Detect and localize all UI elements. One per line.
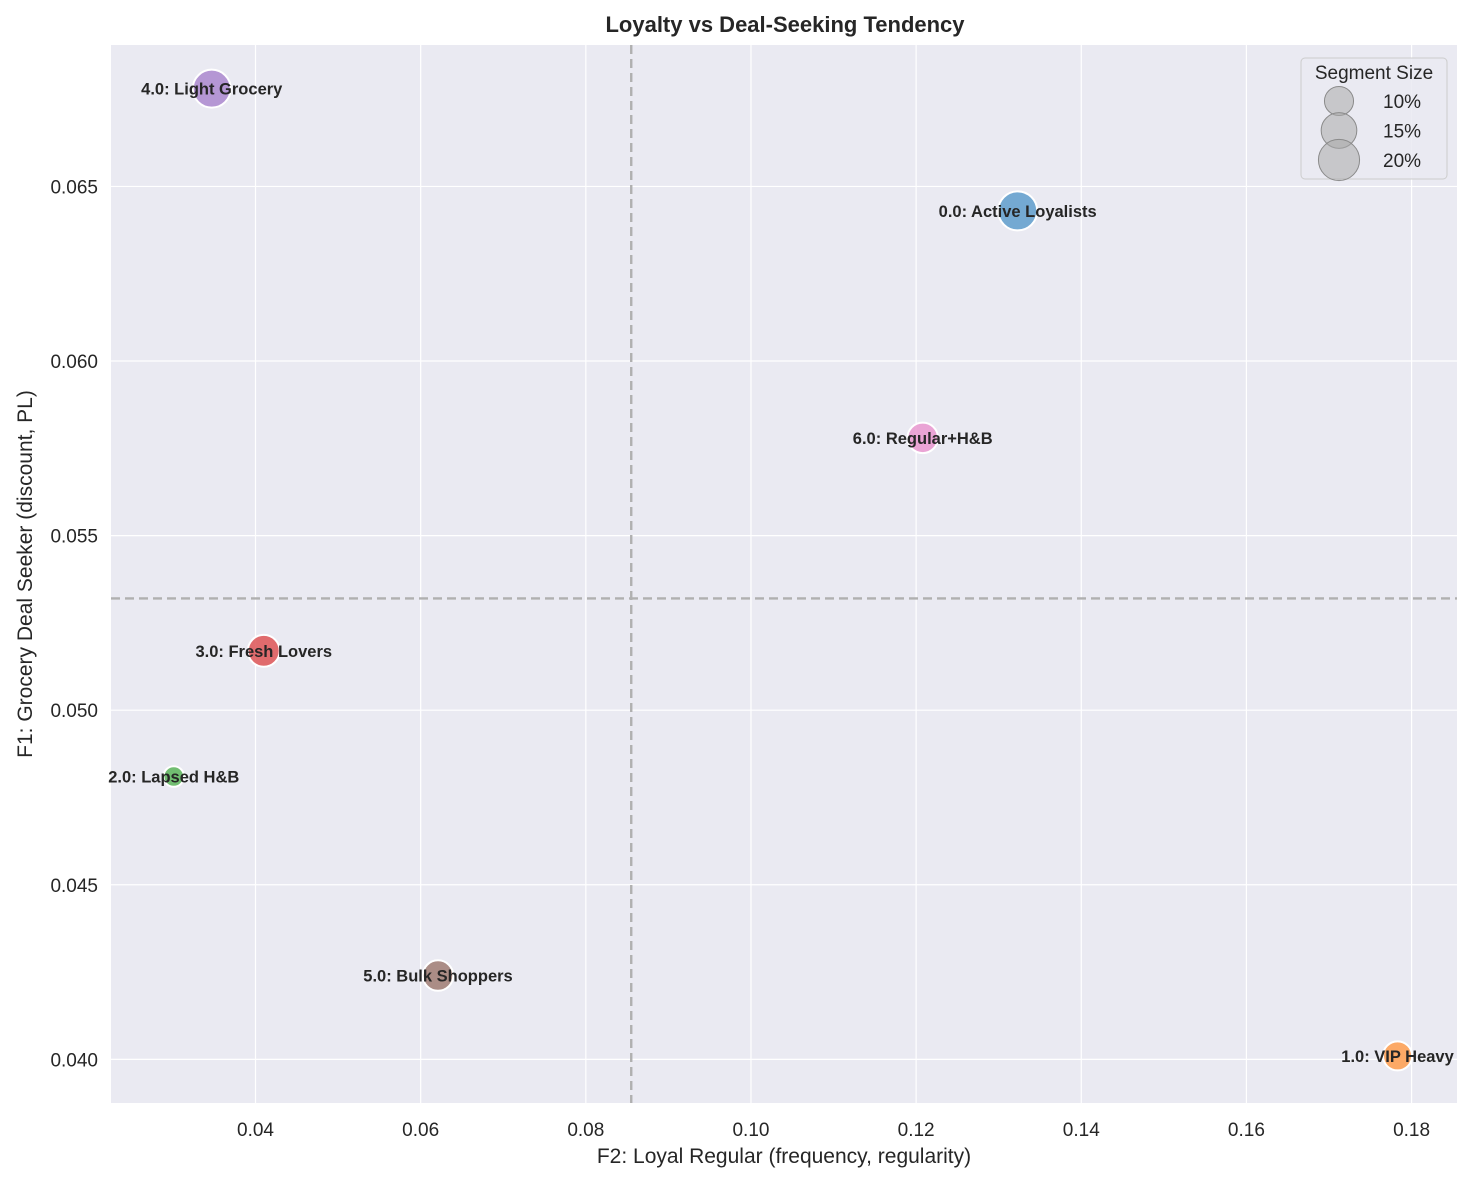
y-axis-label: F1: Grocery Deal Seeker (discount, PL) xyxy=(14,390,37,758)
plot-area xyxy=(111,45,1457,1103)
point-label: 4.0: Light Grocery xyxy=(141,81,283,99)
y-tick-label: 0.060 xyxy=(50,352,98,373)
x-tick-label: 0.06 xyxy=(402,1120,439,1141)
x-axis-label: F2: Loyal Regular (frequency, regularity… xyxy=(597,1145,971,1168)
point-label: 0.0: Active Loyalists xyxy=(939,203,1097,221)
data-point xyxy=(191,68,232,109)
data-point xyxy=(906,421,939,455)
y-tick-label: 0.055 xyxy=(50,527,98,548)
x-tick-label: 0.16 xyxy=(1228,1120,1265,1141)
y-tick-label: 0.050 xyxy=(50,701,98,722)
legend-entry-label: 20% xyxy=(1383,151,1421,172)
reference-lines xyxy=(111,45,1457,1103)
chart-title: Loyalty vs Deal-Seeking Tendency xyxy=(605,12,965,37)
data-point xyxy=(246,633,281,668)
y-tick-labels: 0.040 0.045 0.050 0.055 0.060 0.065 xyxy=(50,177,98,1071)
point-labels: 0.0: Active Loyalists 1.0: VIP Heavy 2.0: … xyxy=(108,81,1454,1066)
legend-entry-label: 10% xyxy=(1383,92,1421,113)
x-tick-label: 0.14 xyxy=(1063,1120,1100,1141)
legend-entries: 10% 15% 20% xyxy=(1317,85,1421,182)
point-label: 1.0: VIP Heavy xyxy=(1341,1048,1454,1066)
data-point xyxy=(421,959,455,992)
legend-title: Segment Size xyxy=(1315,63,1433,84)
point-label: 2.0: Lapsed H&B xyxy=(108,769,239,787)
point-label: 3.0: Fresh Lovers xyxy=(195,643,332,661)
x-tick-label: 0.12 xyxy=(898,1120,935,1141)
data-point xyxy=(997,190,1039,232)
legend-entry-label: 15% xyxy=(1383,122,1421,143)
x-tick-label: 0.10 xyxy=(732,1120,769,1141)
x-tick-labels: 0.04 0.06 0.08 0.10 0.12 0.14 0.16 0.18 xyxy=(237,1120,1430,1141)
x-tick-label: 0.04 xyxy=(237,1120,274,1141)
x-tick-label: 0.18 xyxy=(1393,1120,1430,1141)
point-label: 5.0: Bulk Shoppers xyxy=(363,968,512,986)
gridlines xyxy=(111,45,1457,1103)
data-point xyxy=(1381,1040,1414,1072)
point-label: 6.0: Regular+H&B xyxy=(853,430,993,448)
x-tick-label: 0.08 xyxy=(567,1120,604,1141)
y-tick-label: 0.045 xyxy=(50,876,98,897)
legend-size-marker xyxy=(1317,138,1361,182)
data-point xyxy=(162,765,186,788)
y-tick-label: 0.040 xyxy=(50,1050,98,1071)
y-tick-label: 0.065 xyxy=(50,177,98,198)
legend: Segment Size 10% 15% 20% xyxy=(1300,57,1448,182)
data-points xyxy=(162,68,1414,1072)
legend-size-marker xyxy=(1323,85,1355,117)
